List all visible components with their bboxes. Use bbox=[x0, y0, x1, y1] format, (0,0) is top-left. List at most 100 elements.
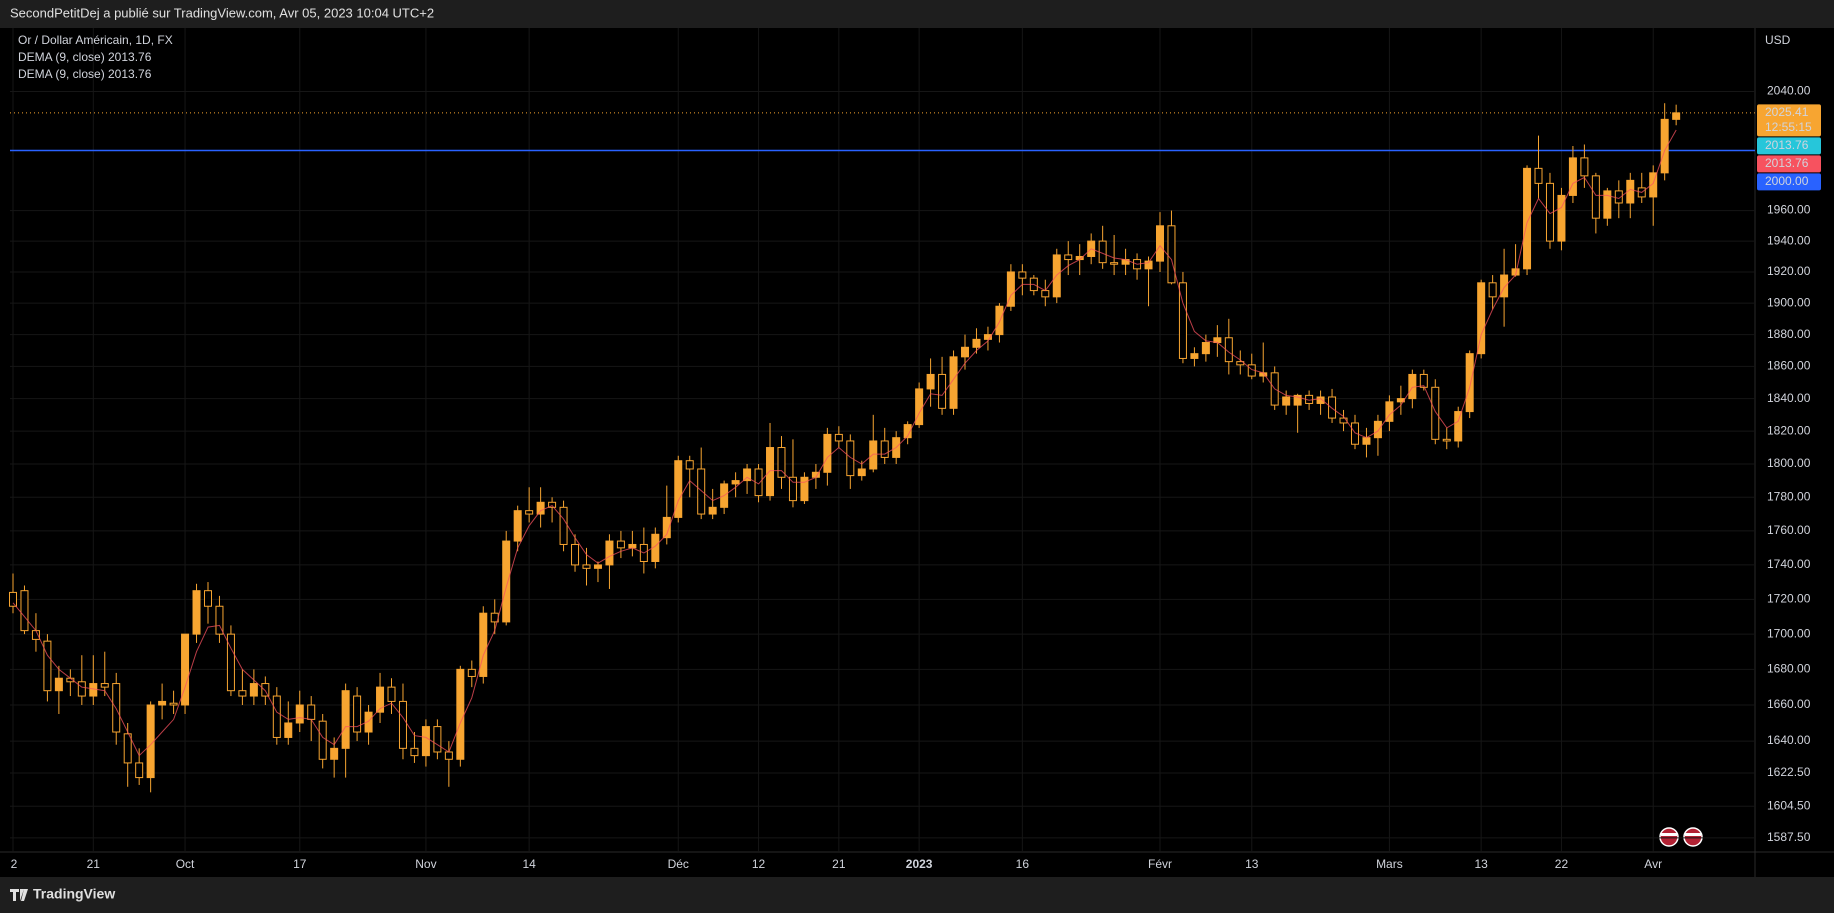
candle-body bbox=[926, 373, 935, 390]
candle-body bbox=[697, 468, 706, 515]
candle-body bbox=[972, 338, 981, 348]
candle-body bbox=[513, 510, 522, 542]
price-tag-label: 2025.41 bbox=[1765, 105, 1809, 119]
candle-body bbox=[880, 440, 889, 458]
candle-body bbox=[1534, 167, 1543, 184]
candle-body bbox=[123, 733, 132, 764]
candle-body bbox=[203, 590, 212, 607]
candle-body bbox=[421, 726, 430, 757]
candle-body bbox=[525, 510, 534, 515]
x-tick-label: 16 bbox=[1016, 857, 1030, 871]
candle-body bbox=[20, 590, 29, 632]
y-tick-label: 1622.50 bbox=[1767, 765, 1811, 779]
candle-body bbox=[467, 668, 476, 677]
price-tag-countdown: 12:55:15 bbox=[1765, 120, 1812, 134]
footer-logo bbox=[10, 889, 28, 901]
candle-body bbox=[1672, 112, 1681, 120]
candle-body bbox=[398, 700, 407, 749]
x-tick-label: Oct bbox=[176, 857, 195, 871]
candle-body bbox=[1442, 438, 1451, 442]
candle-body bbox=[1568, 157, 1577, 196]
price-tag bbox=[1757, 173, 1821, 191]
y-tick-label: 1720.00 bbox=[1767, 591, 1811, 605]
x-tick-label: Déc bbox=[668, 857, 689, 871]
price-tag-label: 2013.76 bbox=[1765, 156, 1809, 170]
x-tick-label: 12 bbox=[752, 857, 766, 871]
candle-body bbox=[777, 447, 786, 478]
y-tick-label: 1920.00 bbox=[1767, 264, 1811, 278]
candle-body bbox=[857, 468, 866, 477]
y-tick-label: 1860.00 bbox=[1767, 359, 1811, 373]
candle-body bbox=[731, 480, 740, 485]
x-tick-label: Nov bbox=[415, 857, 436, 871]
candle-body bbox=[708, 506, 717, 515]
candle-body bbox=[318, 720, 327, 760]
y-tick-label: 1604.50 bbox=[1767, 798, 1811, 812]
x-tick-label: Avr bbox=[1644, 857, 1662, 871]
candle-body bbox=[915, 388, 924, 426]
candle-body bbox=[456, 668, 465, 760]
candle-body bbox=[54, 677, 63, 692]
footer-brand: TradingView bbox=[33, 886, 115, 902]
candle-body bbox=[1488, 282, 1497, 298]
candle-body bbox=[1477, 282, 1486, 355]
candle-body bbox=[272, 695, 281, 738]
candle-body bbox=[903, 424, 912, 439]
candle-body bbox=[1156, 225, 1164, 262]
x-tick-label: 2023 bbox=[906, 857, 933, 871]
y-tick-label: 1760.00 bbox=[1767, 523, 1811, 537]
candle-body bbox=[1614, 190, 1623, 204]
candle-body bbox=[479, 612, 488, 677]
y-tick-label: 1780.00 bbox=[1767, 489, 1811, 503]
header-bar bbox=[0, 0, 1834, 28]
candle-body bbox=[1603, 190, 1612, 219]
candle-body bbox=[685, 460, 694, 470]
candle-body bbox=[1557, 194, 1566, 242]
legend-value: 2013.76 bbox=[108, 67, 152, 81]
candle-body bbox=[995, 305, 1004, 336]
candle-body bbox=[502, 540, 511, 623]
y-tick-label: 1940.00 bbox=[1767, 233, 1811, 247]
candle-body bbox=[444, 751, 453, 760]
candle-body bbox=[1064, 254, 1073, 261]
price-tag-label: 2013.76 bbox=[1765, 138, 1809, 152]
y-tick-label: 1587.50 bbox=[1767, 830, 1811, 844]
candle-body bbox=[1454, 411, 1463, 442]
price-tag bbox=[1757, 137, 1821, 155]
candle-body bbox=[353, 695, 362, 733]
x-tick-label: 21 bbox=[87, 857, 101, 871]
y-tick-label: 1820.00 bbox=[1767, 423, 1811, 437]
x-tick-label: 21 bbox=[832, 857, 846, 871]
candle-body bbox=[77, 681, 86, 697]
candle-body bbox=[1431, 386, 1440, 440]
candle-body bbox=[330, 747, 339, 760]
x-tick-label: 2 bbox=[11, 857, 18, 871]
y-tick-label: 1680.00 bbox=[1767, 662, 1811, 676]
candle-body bbox=[43, 640, 52, 692]
candle-body bbox=[743, 468, 752, 482]
candle-body bbox=[593, 564, 602, 569]
candle-body bbox=[582, 564, 591, 569]
candle-body bbox=[846, 440, 855, 477]
candle-body bbox=[605, 540, 614, 566]
x-tick-label: 13 bbox=[1474, 857, 1488, 871]
y-tick-label: 1880.00 bbox=[1767, 327, 1811, 341]
candle-body bbox=[387, 686, 396, 702]
x-tick-label: 14 bbox=[522, 857, 536, 871]
candle-body bbox=[616, 540, 625, 549]
candle-body bbox=[766, 447, 775, 497]
candle-body bbox=[9, 591, 17, 607]
candle-body bbox=[192, 590, 201, 635]
x-tick-label: 22 bbox=[1555, 857, 1569, 871]
candle-body bbox=[949, 356, 958, 409]
candle-body bbox=[1316, 396, 1325, 404]
y-axis-label: USD bbox=[1765, 33, 1791, 47]
legend-value: 2013.76 bbox=[108, 50, 152, 64]
candle-body bbox=[1339, 417, 1348, 424]
candle-body bbox=[869, 440, 878, 470]
candle-body bbox=[169, 702, 178, 706]
candle-body bbox=[800, 476, 809, 502]
candle-body bbox=[938, 373, 947, 409]
candle-body bbox=[1419, 373, 1428, 388]
